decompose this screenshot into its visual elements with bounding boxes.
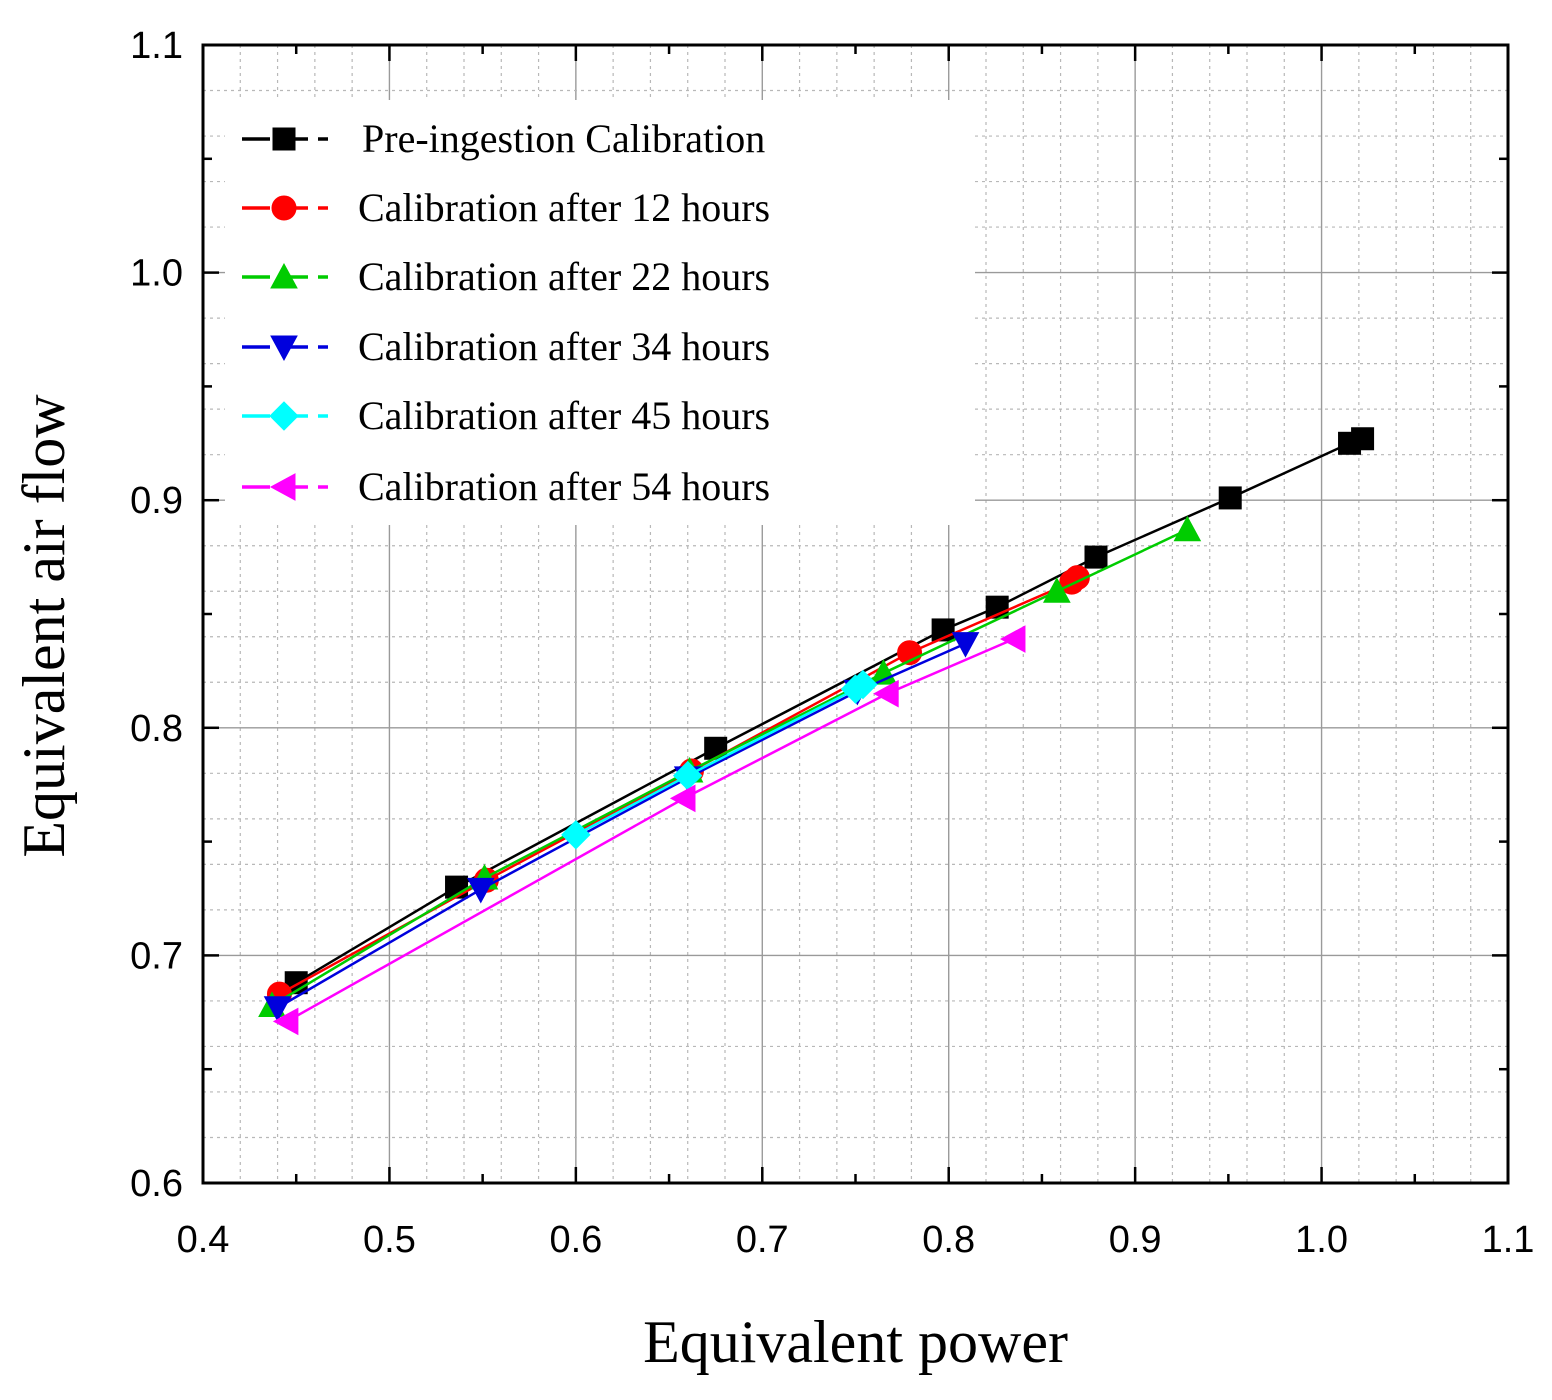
x-tick-labels: 0.4 0.5 0.6 0.7 0.8 0.9 1.0 1.1 [177,1219,1535,1261]
series-line [295,437,1363,984]
y-tick-label: 0.9 [130,480,183,522]
legend-label: Calibration after 45 hours [358,393,770,438]
data-point [561,820,591,850]
data-point [873,679,899,708]
legend-label: Calibration after 22 hours [358,254,770,299]
data-point [999,625,1026,653]
legend: Pre-ingestion Calibration Calibration aft… [242,116,770,509]
y-axis-title: Equivalent air flow [11,394,77,858]
x-tick-label: 1.1 [1482,1219,1535,1261]
x-tick-label: 0.9 [1109,1219,1162,1261]
y-tick-label: 0.6 [130,1163,183,1205]
data-point [1043,577,1071,603]
data-point [466,877,495,904]
series-line [286,637,1015,1023]
x-axis-title: Equivalent power [643,1309,1068,1375]
data-point [669,784,696,813]
data-point [1218,486,1242,510]
legend-marker [270,335,298,362]
series-group [258,427,1375,1036]
legend-label: Calibration after 34 hours [358,324,770,369]
legend-label: Calibration after 12 hours [358,185,770,230]
data-point [1351,427,1375,451]
data-point [951,632,980,658]
legend-item-4: Calibration after 34 hours [242,324,770,369]
x-tick-label: 0.6 [549,1219,602,1261]
x-tick-label: 0.7 [736,1219,789,1261]
y-tick-label: 0.8 [130,708,183,750]
y-tick-label: 0.7 [130,935,183,977]
series-6 [272,625,1026,1036]
legend-item-2: Calibration after 12 hours [242,185,770,230]
x-tick-label: 0.4 [177,1219,230,1261]
legend-item-5: Calibration after 45 hours [242,393,770,438]
data-point [1084,545,1108,569]
data-point [1173,515,1202,542]
legend-marker [272,127,296,151]
series-2 [266,565,1090,1007]
legend-marker [269,401,299,431]
legend-item-1: Pre-ingestion Calibration [242,116,765,161]
axis-ticks [201,43,1510,1185]
x-tick-label: 0.8 [922,1219,975,1261]
data-point [848,669,878,700]
data-point [272,1007,299,1036]
series-line [271,528,1188,1007]
x-tick-label: 1.0 [1295,1219,1348,1261]
series-5 [561,669,878,850]
legend-marker [269,473,296,501]
legend-label: Calibration after 54 hours [358,464,770,509]
series-line [575,683,864,836]
data-point [263,996,292,1022]
y-tick-label: 1.0 [130,253,183,295]
legend-item-6: Calibration after 54 hours [242,464,770,509]
legend-item-3: Calibration after 22 hours [242,254,770,299]
y-tick-labels: 0.6 0.7 0.8 0.9 1.0 1.1 [130,25,183,1205]
legend-marker [270,262,298,289]
legend-marker [271,195,297,221]
y-tick-label: 1.1 [130,25,183,67]
x-tick-label: 0.5 [363,1219,416,1261]
legend-label: Pre-ingestion Calibration [362,116,765,161]
